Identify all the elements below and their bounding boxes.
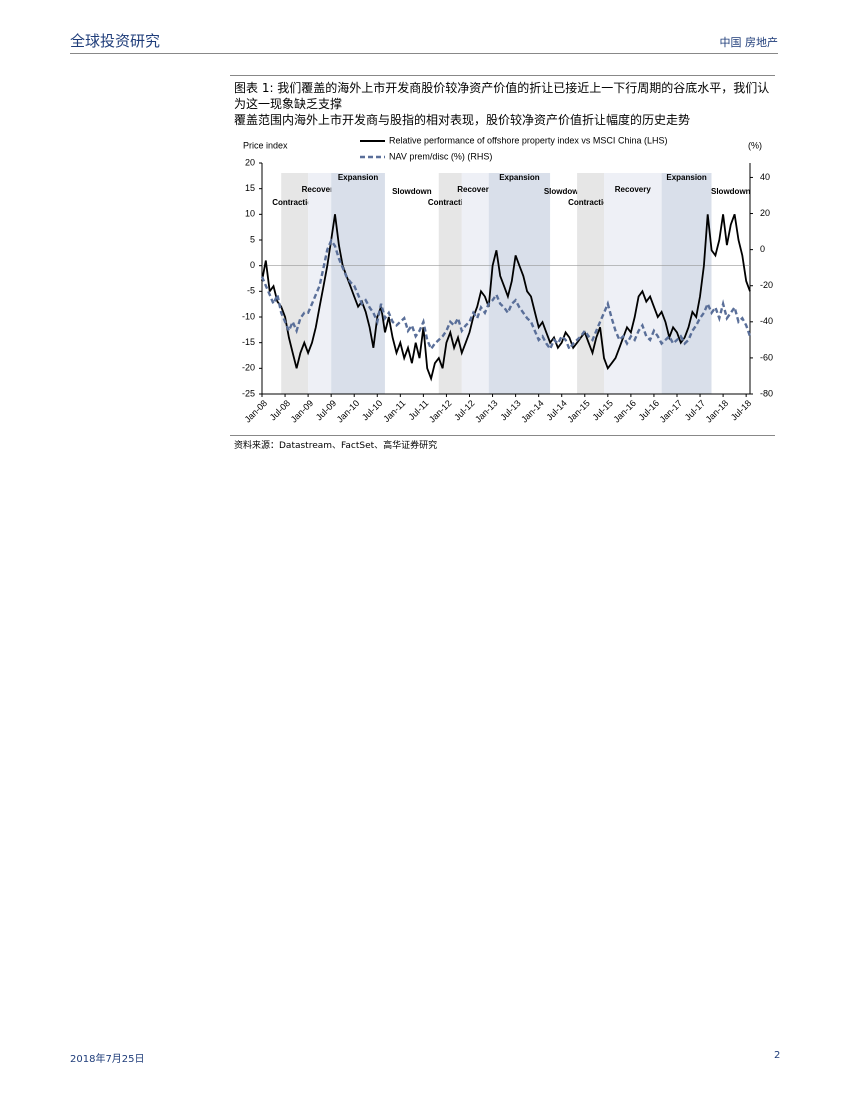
y2-axis-label: (%) [748, 140, 762, 150]
y-tick-label: 5 [250, 234, 255, 244]
y2-tick-label: -80 [760, 388, 773, 398]
y-tick-label: 0 [250, 260, 255, 270]
x-tick-label: Jan-13 [473, 398, 500, 425]
y-tick-label: -25 [242, 388, 255, 398]
x-tick-label: Jul-08 [268, 398, 292, 422]
phase-label: Recovery [615, 185, 652, 194]
series-line [260, 238, 752, 352]
y-tick-label: -15 [242, 337, 255, 347]
header-left: 全球投资研究 [70, 32, 161, 50]
x-tick-label: Jan-14 [519, 398, 546, 425]
y-tick-label: 15 [245, 183, 255, 193]
y-tick-label: -10 [242, 311, 255, 321]
y2-tick-label: -60 [760, 352, 773, 362]
x-tick-label: Jan-18 [704, 398, 731, 425]
phase-label: Expansion [499, 173, 540, 182]
x-tick-label: Jul-13 [498, 398, 522, 422]
y2-tick-label: -20 [760, 280, 773, 290]
phase-label: Expansion [666, 173, 707, 182]
y-axis-label: Price index [243, 140, 288, 150]
phase-band [661, 173, 712, 394]
x-tick-label: Jul-18 [729, 398, 753, 422]
y-tick-label: 10 [245, 209, 255, 219]
phase-label: Slowdown [711, 187, 751, 196]
x-tick-label: Jan-15 [565, 398, 592, 425]
x-tick-label: Jul-09 [314, 398, 338, 422]
legend-label: Relative performance of offshore propert… [389, 135, 667, 145]
x-tick-label: Jul-17 [683, 398, 707, 422]
source-rule [230, 435, 775, 436]
phase-band [384, 173, 439, 394]
x-tick-label: Jan-08 [243, 398, 270, 425]
phase-label: Slowdown [392, 187, 432, 196]
x-tick-label: Jul-14 [544, 398, 568, 422]
x-tick-label: Jan-09 [289, 398, 316, 425]
source: 资料来源：Datastream、FactSet、高华证券研究 [234, 441, 438, 451]
y2-tick-label: -40 [760, 316, 773, 326]
phase-label: Recovery [457, 185, 494, 194]
x-tick-label: Jan-11 [381, 398, 407, 424]
chart: ContractionRecoveryExpansionSlowdownCont… [242, 135, 773, 425]
phase-label: Expansion [338, 173, 379, 182]
phase-band [577, 173, 604, 394]
phase-band [438, 173, 462, 394]
x-tick-label: Jan-17 [658, 398, 685, 425]
y-tick-label: 20 [245, 157, 255, 167]
x-tick-label: Jul-15 [591, 398, 615, 422]
legend-label: NAV prem/disc (%) (RHS) [389, 151, 492, 161]
y-tick-label: -20 [242, 363, 255, 373]
x-tick-label: Jan-10 [335, 398, 362, 425]
footer-date: 2018年7月25日 [70, 1054, 145, 1065]
y2-tick-label: 0 [760, 244, 765, 254]
header-right: 中国 房地产 [719, 36, 779, 49]
x-tick-label: Jul-16 [637, 398, 661, 422]
header-rule [70, 53, 778, 54]
y2-tick-label: 20 [760, 208, 770, 218]
figure-rule [230, 75, 775, 76]
phase-label: Contraction [568, 198, 613, 207]
phase-band [550, 173, 578, 394]
x-tick-label: Jul-10 [360, 398, 384, 422]
phase-label: Slowdown [544, 187, 584, 196]
phase-label: Contraction [428, 198, 473, 207]
phase-band [331, 173, 385, 394]
page-number: 2 [774, 1050, 781, 1061]
phase-band [461, 173, 489, 394]
x-tick-label: Jul-12 [452, 398, 476, 422]
phase-label: Contraction [272, 198, 317, 207]
phase-band [711, 173, 750, 394]
y2-tick-label: 40 [760, 172, 770, 182]
x-tick-label: Jan-12 [427, 398, 454, 425]
figure-title: 图表 1: 我们覆盖的海外上市开发商股价较净资产价值的折让已接近上一下行周期的谷… [234, 81, 770, 111]
y-tick-label: -5 [247, 286, 255, 296]
phase-band [603, 173, 662, 394]
x-tick-label: Jan-16 [611, 398, 638, 425]
phase-band [488, 173, 551, 394]
figure-subtitle: 覆盖范围内海外上市开发商与股指的相对表现，股价较净资产价值折让幅度的历史走势 [234, 113, 691, 127]
phase-label: Recovery [302, 185, 339, 194]
